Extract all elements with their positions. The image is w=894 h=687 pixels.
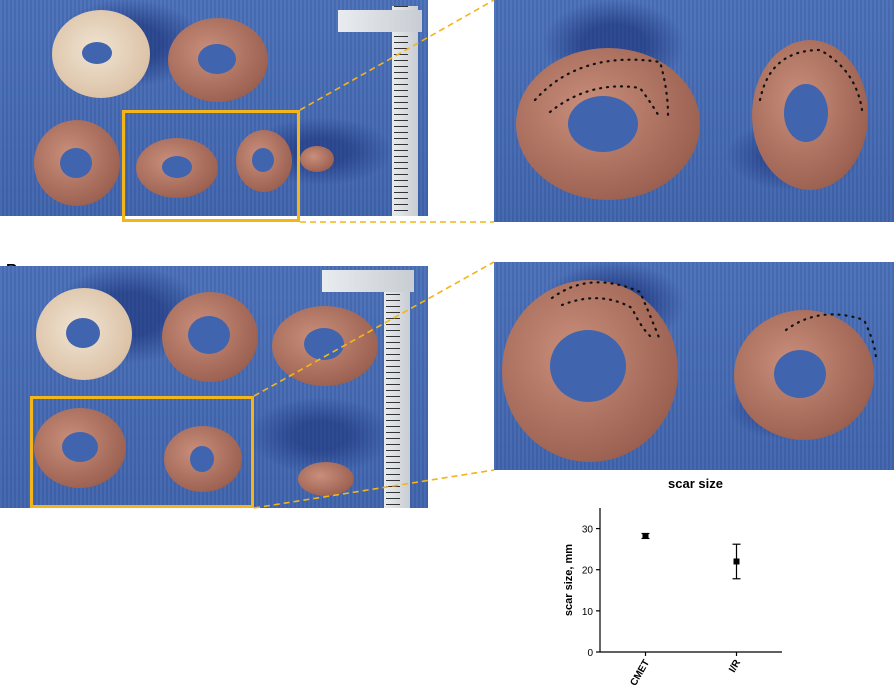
heart-slice — [300, 146, 334, 172]
heart-slice — [162, 292, 258, 382]
ruler — [384, 288, 410, 508]
heart-slice — [236, 130, 292, 192]
scar-size-chart: scar size, mm 0 10 20 30 CMET I/R — [563, 508, 782, 687]
heart-slice — [734, 310, 874, 440]
heart-slice — [36, 288, 132, 380]
chart-title: scar size — [668, 476, 723, 491]
heart-slice — [136, 138, 218, 198]
heart-slice — [752, 40, 868, 190]
heart-slice — [34, 120, 120, 206]
heart-slice — [34, 408, 126, 488]
data-point-cmet — [642, 532, 649, 539]
y-tick-label: 10 — [582, 607, 594, 618]
y-tick-label: 30 — [582, 525, 594, 536]
x-ticks: CMET I/R — [628, 652, 743, 687]
ruler — [392, 6, 418, 216]
heart-slice — [516, 48, 700, 200]
heart-slice — [168, 18, 268, 102]
y-tick-label: 20 — [582, 566, 594, 577]
x-tick-label: CMET — [628, 658, 652, 687]
y-tick-label: 0 — [587, 648, 593, 659]
caliper — [338, 10, 422, 32]
data-points — [641, 532, 741, 580]
data-point-i-r — [733, 558, 740, 565]
x-tick-label: I/R — [727, 657, 743, 674]
heart-slice — [272, 306, 378, 386]
heart-slice — [164, 426, 242, 492]
panel-b-zoom-box — [30, 396, 254, 508]
y-axis-label: scar size, mm — [563, 544, 575, 616]
caliper — [322, 270, 414, 292]
panel-b-magnified-photo — [494, 262, 894, 470]
panel-a-zoom-box — [122, 110, 300, 222]
heart-slice — [52, 10, 150, 98]
heart-slice — [502, 280, 678, 462]
heart-slice — [298, 462, 354, 496]
y-ticks: 0 10 20 30 — [582, 525, 600, 659]
panel-a-magnified-photo — [494, 0, 894, 222]
